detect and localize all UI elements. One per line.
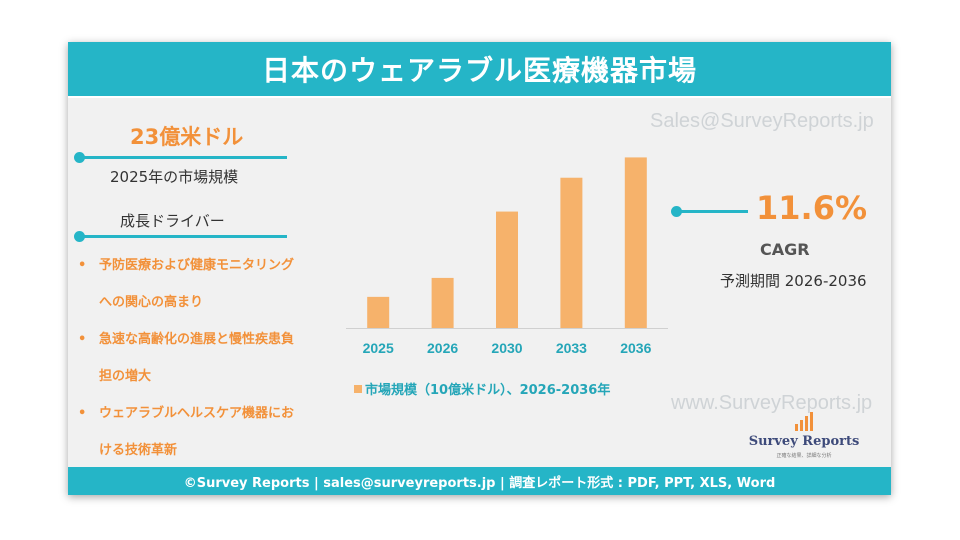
driver-text-line: ウェアラブルヘルスケア機器にお [99, 406, 295, 421]
chart-legend: 市場規模（10億米ドル）、2026-2036年 [354, 379, 610, 398]
chart-bar-2030 [496, 211, 518, 328]
driver-item: • ウェアラブルヘルスケア機器にお ける技術革新 [78, 395, 348, 469]
survey-reports-logo: Survey Reports 正確な結果、詳細な分析 [744, 410, 864, 460]
x-tick-label: 2025 [363, 340, 394, 356]
website-watermark: www.SurveyReports.jp [671, 392, 873, 414]
driver-text-line: 担の増大 [99, 369, 152, 384]
driver-item: • 予防医療および健康モニタリング への関心の高まり [78, 247, 348, 321]
bar-chart-icon [795, 412, 813, 431]
email-watermark: Sales@SurveyReports.jp [650, 110, 874, 132]
bar-chart: 2025 2026 2030 2033 2036 [346, 157, 668, 356]
divider-dot [74, 152, 85, 163]
divider-dot [74, 231, 85, 242]
footer-bar: ©Survey Reports | sales@surveyreports.jp… [68, 467, 891, 495]
driver-text-line: 予防医療および健康モニタリング [99, 258, 295, 273]
logo-tagline: 正確な結果、詳細な分析 [776, 453, 832, 459]
page-title: 日本のウェアラブル医療機器市場 [261, 54, 697, 87]
cagr-label: CAGR [760, 240, 810, 259]
x-tick-label: 2033 [556, 340, 587, 356]
footer-text: ©Survey Reports | sales@surveyreports.jp… [183, 475, 776, 491]
x-tick-label: 2030 [491, 340, 522, 356]
cagr-connector [671, 206, 748, 217]
market-size-value: 23億米ドル [130, 125, 244, 149]
legend-swatch [354, 384, 362, 393]
forecast-period: 予測期間 2026-2036 [720, 272, 867, 290]
drivers-list: • 予防医療および健康モニタリング への関心の高まり • 急速な高齢化の進展と慢… [78, 247, 348, 469]
bullet-icon: • [78, 332, 87, 347]
market-size-divider [74, 152, 287, 163]
logo-name: Survey Reports [748, 434, 860, 449]
driver-text-line: 急速な高齢化の進展と慢性疾患負 [99, 332, 295, 347]
chart-bar-2025 [367, 296, 390, 328]
infographic-card: 日本のウェアラブル医療機器市場 Sales@SurveyReports.jp w… [68, 42, 891, 495]
driver-text-line: への関心の高まり [99, 295, 204, 310]
market-size-label: 2025年の市場規模 [110, 168, 239, 186]
cagr-value: 11.6% [756, 189, 868, 227]
drivers-divider [74, 231, 287, 242]
bullet-icon: • [78, 406, 87, 421]
driver-text-line: ける技術革新 [99, 443, 178, 458]
chart-bar-2026 [431, 277, 454, 328]
x-tick-label: 2036 [620, 340, 651, 356]
x-tick-label: 2026 [427, 340, 458, 356]
title-bar: 日本のウェアラブル医療機器市場 [68, 42, 891, 98]
driver-item: • 急速な高齢化の進展と慢性疾患負 担の増大 [78, 321, 348, 395]
chart-bar-2033 [560, 177, 583, 328]
legend-label: 市場規模（10億米ドル）、2026-2036年 [365, 383, 611, 398]
bullet-icon: • [78, 258, 87, 273]
drivers-heading: 成長ドライバー [120, 212, 225, 230]
connector-dot [671, 206, 682, 217]
chart-bar-2036 [624, 157, 647, 328]
